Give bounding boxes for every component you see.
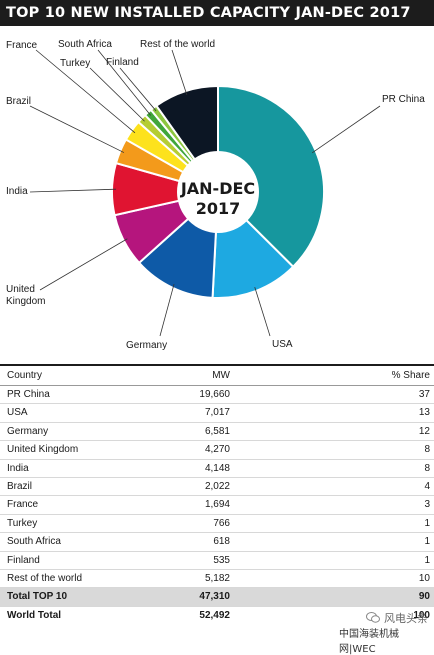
leader-lines — [29, 49, 381, 337]
table-body: PR China 19,660 37 USA 7,017 13 Germany 6,581 12… — [0, 386, 434, 589]
leader-line — [39, 238, 128, 291]
cell-mw: 19,660 — [199, 389, 230, 400]
cell-country: Finland — [7, 554, 40, 566]
slice-label: Turkey — [60, 58, 90, 69]
cell-country: Brazil — [7, 480, 33, 492]
table-header-row: Country MW % Share — [0, 367, 434, 386]
leader-line — [29, 105, 125, 153]
center-label-line1: JAN-DEC — [180, 179, 255, 198]
slice-label: USA — [272, 339, 293, 350]
cell-share: 10 — [418, 572, 430, 584]
world-country: World Total — [7, 609, 62, 621]
slice-label: India — [6, 186, 28, 197]
table-top-rule — [0, 364, 434, 366]
cell-country: Turkey — [7, 517, 38, 529]
cell-share: 1 — [424, 554, 430, 566]
cell-mw: 4,148 — [204, 462, 230, 474]
table-row: France 1,694 3 — [0, 496, 434, 515]
leader-line — [97, 49, 151, 116]
slice-label: Brazil — [6, 96, 31, 107]
header-country: Country — [7, 370, 43, 381]
cell-share: 8 — [424, 444, 430, 456]
table-row: India 4,148 8 — [0, 460, 434, 478]
table-row: Germany 6,581 12 — [0, 423, 434, 442]
world-share: 100 — [413, 609, 430, 621]
cell-mw: 2,022 — [204, 480, 230, 492]
chart-title: TOP 10 NEW INSTALLED CAPACITY JAN-DEC 20… — [0, 0, 434, 26]
total-share: 90 — [418, 591, 430, 603]
slice-pr-china — [217, 84, 325, 269]
leader-line — [35, 49, 136, 134]
slice-label: United Kingdom — [6, 284, 45, 307]
watermark-line2: 中国海装机械网|WEC — [339, 629, 399, 655]
cell-share: 8 — [424, 462, 430, 474]
table-row: South Africa 618 1 — [0, 533, 434, 552]
cell-country: United Kingdom — [7, 444, 79, 456]
center-label-line2: 2017 — [196, 199, 241, 218]
table-row: Brazil 2,022 4 — [0, 478, 434, 497]
total-top10-row: Total TOP 10 47,310 90 — [0, 588, 434, 607]
cell-share: 4 — [424, 480, 430, 492]
cell-mw: 7,017 — [204, 407, 230, 419]
table-row: Turkey 766 1 — [0, 515, 434, 534]
cell-share: 37 — [418, 389, 430, 400]
slice-label: Germany — [126, 340, 167, 351]
total-mw: 47,310 — [199, 591, 230, 603]
header-share: % Share — [391, 370, 430, 381]
watermark-line1: 风电头条 — [384, 612, 428, 625]
cell-share: 12 — [418, 425, 430, 437]
leader-line — [29, 188, 117, 193]
donut-hole — [177, 151, 259, 233]
header-mw: MW — [212, 370, 230, 381]
cell-mw: 618 — [213, 536, 230, 548]
leader-line — [254, 287, 271, 337]
slice-label: PR China — [382, 94, 425, 105]
world-total-row: World Total 52,492 100 — [0, 607, 434, 625]
cell-country: India — [7, 462, 29, 474]
cell-country: France — [7, 499, 39, 511]
cell-mw: 4,270 — [204, 444, 230, 456]
slice-labels: PR China USA Germany United Kingdom India Braz… — [6, 39, 425, 351]
cell-country: South Africa — [7, 536, 61, 548]
cell-country: USA — [7, 407, 28, 419]
leader-line — [171, 49, 188, 95]
leader-line — [311, 105, 381, 154]
table-row: United Kingdom 4,270 8 — [0, 441, 434, 460]
leader-line — [119, 67, 157, 112]
cell-mw: 1,694 — [204, 499, 230, 511]
slice-label: South Africa — [58, 39, 112, 50]
table-row: Rest of the world 5,182 10 — [0, 570, 434, 589]
cell-country: PR China — [7, 389, 50, 400]
slice-label: Finland — [106, 57, 139, 68]
table-row: USA 7,017 13 — [0, 404, 434, 423]
cell-share: 1 — [424, 517, 430, 529]
cell-mw: 5,182 — [204, 572, 230, 584]
slice-label: Rest of the world — [140, 39, 215, 50]
cell-share: 1 — [424, 536, 430, 548]
table-row: Finland 535 1 — [0, 552, 434, 570]
cell-share: 3 — [424, 499, 430, 511]
world-mw: 52,492 — [199, 609, 230, 621]
cell-share: 13 — [418, 407, 430, 419]
leader-line — [89, 67, 145, 122]
cell-mw: 766 — [213, 517, 230, 529]
capacity-table: Country MW % Share PR China 19,660 37 USA 7,… — [0, 367, 434, 625]
table-row: PR China 19,660 37 — [0, 386, 434, 405]
pie-chart: JAN-DEC 2017 PR China USA Germany United Kin… — [6, 39, 425, 351]
cell-mw: 535 — [213, 554, 230, 566]
cell-country: Germany — [7, 425, 49, 437]
total-country: Total TOP 10 — [7, 591, 68, 603]
cell-country: Rest of the world — [7, 572, 83, 584]
leader-line — [159, 283, 175, 337]
cell-mw: 6,581 — [204, 425, 230, 437]
slice-label: France — [6, 40, 38, 51]
wechat-icon — [366, 612, 380, 623]
